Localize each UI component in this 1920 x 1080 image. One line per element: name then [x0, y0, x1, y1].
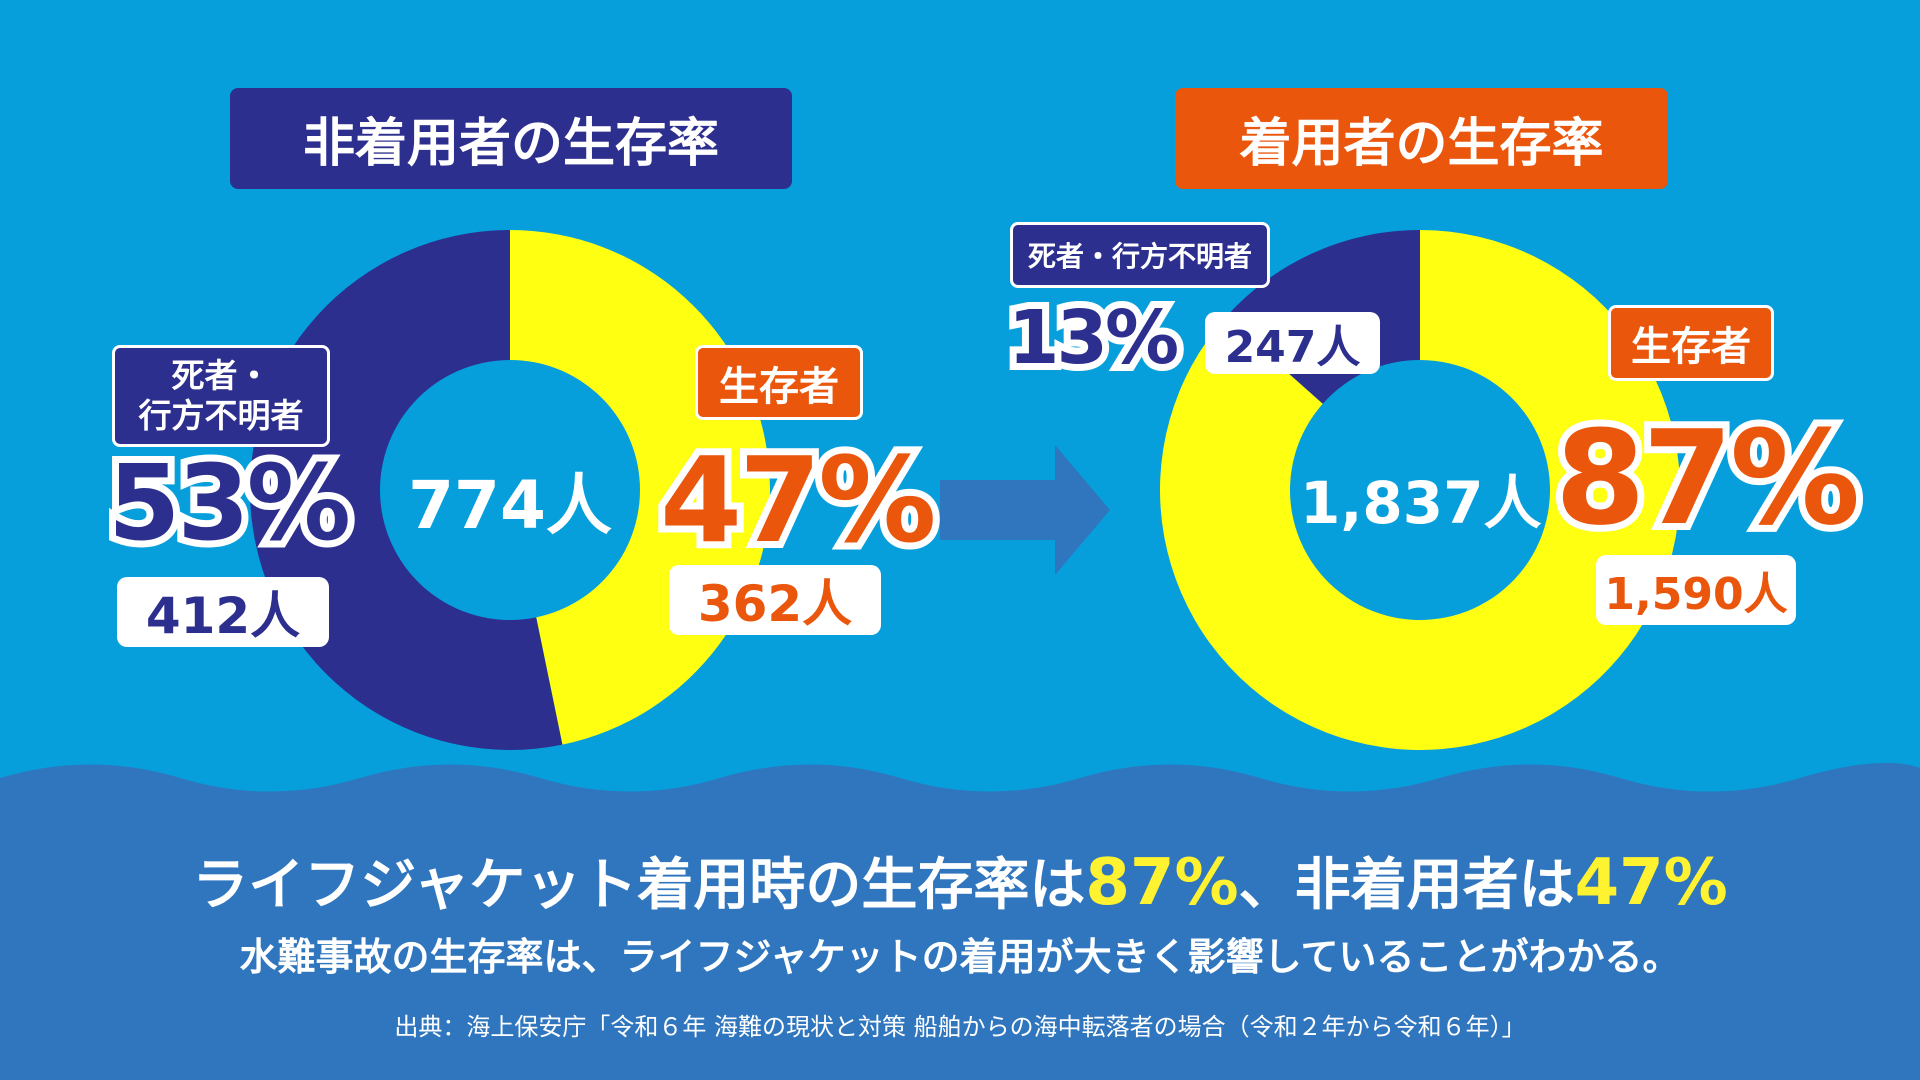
left-survivor-label: 生存者: [695, 345, 863, 420]
right-dead-count: 247人: [1205, 312, 1380, 374]
left-survivor-count-text: 362人: [697, 575, 853, 633]
left-chart-title-text: 非着用者の生存率: [302, 114, 719, 174]
right-arrow-icon: [940, 445, 1110, 575]
footer-source: 出典：海上保安庁「令和６年 海難の現状と対策 船舶からの海中転落者の場合（令和２…: [394, 1013, 1526, 1041]
left-survivor-percent: 47%: [653, 431, 943, 569]
right-dead-label-text: 死者・行方不明者: [1027, 240, 1252, 273]
footer-headline: ライフジャケット着用時の生存率は87%、非着用者は47%: [0, 848, 1920, 921]
left-dead-label-line1: 死者・: [171, 356, 271, 395]
footer-headline-pct2: 47%: [1574, 846, 1728, 920]
right-center-total: 1,837人: [1300, 469, 1542, 537]
right-survivor-label-text: 生存者: [1631, 324, 1751, 370]
right-dead-count-text: 247人: [1224, 322, 1361, 373]
left-dead-label-line2: 行方不明者: [138, 396, 304, 435]
footer-headline-b: 、非着用者は: [1238, 853, 1575, 918]
right-chart-title: 着用者の生存率: [1175, 88, 1668, 189]
wave-footer-background: [0, 762, 1920, 1080]
left-chart-title: 非着用者の生存率: [230, 88, 792, 189]
right-survivor-percent: 87%: [1548, 402, 1867, 554]
left-dead-count-text: 412人: [145, 587, 301, 645]
left-center-total: 774人: [408, 467, 612, 544]
left-dead-percent: 53%: [101, 441, 358, 565]
left-survivor-count: 362人: [669, 565, 881, 635]
left-survivor-label-text: 生存者: [719, 363, 839, 410]
right-survivor-count: 1,590人: [1596, 555, 1796, 625]
footer-subline: 水難事故の生存率は、ライフジャケットの着用が大きく影響していることがわかる。: [239, 935, 1681, 979]
footer-headline-pct1: 87%: [1085, 846, 1239, 920]
right-chart-title-text: 着用者の生存率: [1239, 114, 1604, 174]
right-dead-percent: 13%: [1001, 291, 1186, 385]
right-survivor-count-text: 1,590人: [1604, 569, 1788, 620]
right-survivor-label: 生存者: [1608, 305, 1774, 381]
left-dead-label: 死者・ 行方不明者: [112, 345, 330, 447]
footer-headline-a: ライフジャケット着用時の生存率は: [192, 853, 1086, 918]
right-dead-label: 死者・行方不明者: [1010, 222, 1270, 288]
left-dead-count: 412人: [117, 577, 329, 647]
